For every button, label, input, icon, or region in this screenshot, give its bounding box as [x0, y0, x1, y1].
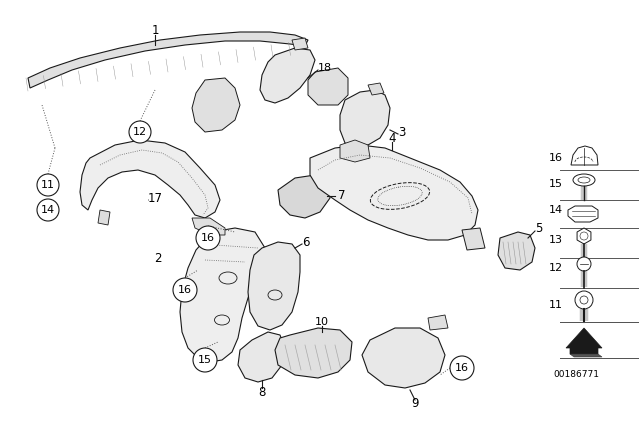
Text: 14: 14 — [549, 205, 563, 215]
Polygon shape — [80, 140, 220, 218]
Polygon shape — [292, 38, 308, 50]
Text: 8: 8 — [259, 385, 266, 399]
Text: 2: 2 — [154, 251, 162, 264]
Polygon shape — [308, 68, 348, 105]
Text: 16: 16 — [178, 285, 192, 295]
Polygon shape — [462, 228, 485, 250]
Text: 16: 16 — [549, 153, 563, 163]
Text: 16: 16 — [455, 363, 469, 373]
Polygon shape — [568, 206, 598, 222]
Text: 6: 6 — [302, 236, 310, 249]
Circle shape — [129, 121, 151, 143]
Text: 15: 15 — [549, 179, 563, 189]
Polygon shape — [571, 146, 598, 165]
Text: 14: 14 — [41, 205, 55, 215]
Polygon shape — [428, 315, 448, 330]
Text: 10: 10 — [315, 317, 329, 327]
Text: 17: 17 — [147, 191, 163, 204]
Polygon shape — [570, 354, 602, 357]
Circle shape — [37, 174, 59, 196]
Text: 11: 11 — [549, 300, 563, 310]
Text: 16: 16 — [201, 233, 215, 243]
Polygon shape — [28, 32, 308, 88]
Polygon shape — [238, 332, 285, 382]
Circle shape — [577, 257, 591, 271]
Polygon shape — [248, 242, 300, 330]
Text: 15: 15 — [198, 355, 212, 365]
Polygon shape — [310, 145, 478, 240]
Circle shape — [450, 356, 474, 380]
Polygon shape — [192, 218, 225, 235]
Polygon shape — [192, 78, 240, 132]
Circle shape — [173, 278, 197, 302]
Polygon shape — [180, 228, 265, 362]
Text: 4: 4 — [388, 132, 396, 145]
Polygon shape — [340, 90, 390, 148]
Polygon shape — [260, 48, 315, 103]
Polygon shape — [498, 232, 535, 270]
Text: 3: 3 — [398, 125, 405, 138]
Text: 00186771: 00186771 — [553, 370, 599, 379]
Text: 18: 18 — [318, 63, 332, 73]
Ellipse shape — [573, 174, 595, 186]
Circle shape — [193, 348, 217, 372]
Polygon shape — [577, 228, 591, 244]
Text: 12: 12 — [133, 127, 147, 137]
Text: 11: 11 — [41, 180, 55, 190]
Polygon shape — [362, 328, 445, 388]
Text: 13: 13 — [549, 235, 563, 245]
Polygon shape — [566, 328, 602, 354]
Polygon shape — [278, 175, 330, 218]
Text: 7: 7 — [338, 189, 346, 202]
Circle shape — [575, 291, 593, 309]
Circle shape — [37, 199, 59, 221]
Circle shape — [196, 226, 220, 250]
Polygon shape — [98, 210, 110, 225]
Text: 1: 1 — [151, 23, 159, 36]
Polygon shape — [368, 83, 384, 95]
Text: 5: 5 — [535, 221, 542, 234]
Text: 12: 12 — [549, 263, 563, 273]
Polygon shape — [275, 328, 352, 378]
Text: 9: 9 — [412, 396, 419, 409]
Polygon shape — [340, 140, 370, 162]
